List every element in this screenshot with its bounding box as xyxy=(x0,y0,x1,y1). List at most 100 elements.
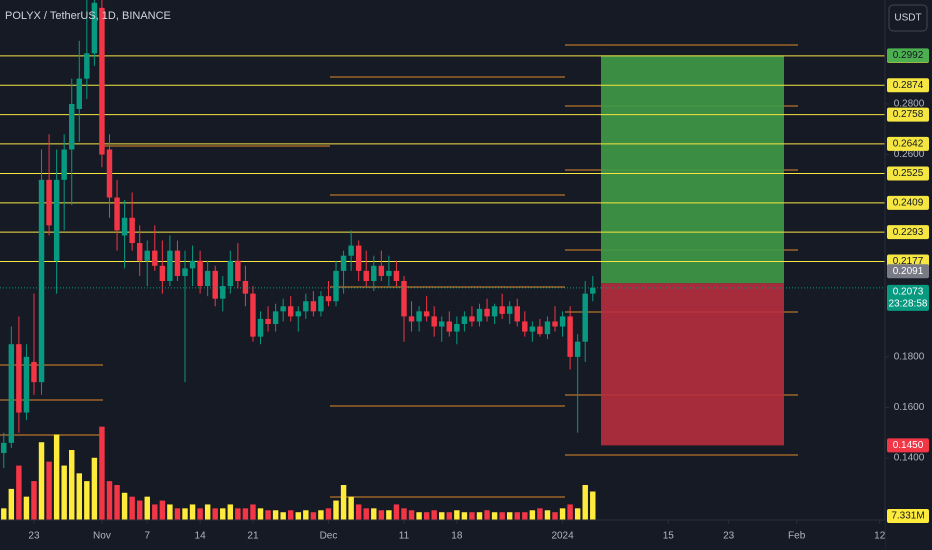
candle-body xyxy=(469,316,475,322)
x-tick-label: 14 xyxy=(195,531,207,542)
candle-body xyxy=(484,308,490,317)
stop-label: 0.1450 xyxy=(893,440,924,451)
volume-bar xyxy=(386,510,392,520)
candle-body xyxy=(16,344,22,413)
level-label: 0.2293 xyxy=(893,227,924,238)
level-box xyxy=(887,225,929,240)
volume-bar xyxy=(272,510,279,520)
candle-body xyxy=(106,149,113,198)
target-box xyxy=(887,48,929,63)
volume-bar xyxy=(348,496,354,520)
volume-bar xyxy=(499,512,505,520)
x-tick-label: 23 xyxy=(28,531,40,542)
volume-last-box xyxy=(887,509,929,523)
level-box xyxy=(887,195,929,210)
volume-bar xyxy=(401,508,407,520)
candle-body xyxy=(76,78,83,110)
volume-bar xyxy=(280,512,286,520)
volume-bar xyxy=(303,510,309,520)
volume-bar xyxy=(514,512,520,520)
candle-body xyxy=(393,270,400,281)
volume-bar xyxy=(76,473,83,520)
candle-body xyxy=(1,442,7,453)
volume-bar xyxy=(212,508,218,520)
volume-bar xyxy=(378,510,385,520)
volume-bar xyxy=(16,465,22,520)
volume-bar xyxy=(8,488,15,520)
time-axis-bg xyxy=(0,520,885,550)
volume-bar xyxy=(582,485,588,520)
loss-zone xyxy=(601,283,784,446)
candle-body xyxy=(499,306,505,314)
candle-body xyxy=(408,316,415,322)
x-tick-label: 7 xyxy=(144,531,150,542)
volume-bar xyxy=(371,508,377,520)
candle-body xyxy=(514,306,520,322)
currency-label[interactable]: USDT xyxy=(894,13,921,24)
volume-bar xyxy=(529,510,536,520)
candle-body xyxy=(31,361,37,383)
candle-body xyxy=(227,260,234,287)
candle-body xyxy=(8,344,15,443)
volume-bar xyxy=(159,500,166,520)
last-price-label: 0.2073 xyxy=(893,286,924,297)
entry-label: 0.2091 xyxy=(893,266,924,277)
candle-body xyxy=(99,7,105,155)
x-tick-label: Feb xyxy=(788,531,806,542)
candle-body xyxy=(129,217,135,244)
level-box xyxy=(887,107,929,122)
volume-bar xyxy=(295,512,301,520)
volume-bar xyxy=(91,457,98,520)
candle-body xyxy=(333,270,339,302)
candle-body xyxy=(38,179,45,383)
level-box xyxy=(887,136,929,151)
candle-body xyxy=(69,103,75,150)
candle-body xyxy=(325,296,332,302)
candle-body xyxy=(167,250,173,281)
x-tick-label: 21 xyxy=(247,531,259,542)
volume-bar xyxy=(265,510,271,520)
candle-body xyxy=(529,326,536,332)
y-tick-label: 0.2600 xyxy=(894,149,925,160)
volume-bar xyxy=(38,442,45,520)
candle-body xyxy=(136,243,143,261)
level-label: 0.2177 xyxy=(893,256,924,267)
candle-body xyxy=(506,306,513,314)
volume-bar xyxy=(522,512,528,520)
candle-body xyxy=(544,321,551,335)
candle-body xyxy=(220,286,226,299)
candle-body xyxy=(272,311,279,324)
level-box xyxy=(887,166,929,181)
candle-body xyxy=(559,316,566,327)
volume-bar xyxy=(197,508,203,520)
level-label: 0.2758 xyxy=(893,109,924,120)
volume-bar xyxy=(423,512,430,520)
volume-bar xyxy=(574,508,581,520)
x-tick-label: 2024 xyxy=(551,531,574,542)
volume-bar xyxy=(310,512,317,520)
volume-bar xyxy=(333,500,339,520)
x-tick-label: 11 xyxy=(399,531,410,542)
candle-body xyxy=(310,301,317,312)
volume-bar xyxy=(121,492,128,520)
candle-body xyxy=(46,179,52,226)
volume-bar xyxy=(189,504,196,520)
candle-body xyxy=(182,268,188,276)
y-tick-label: 0.1400 xyxy=(894,453,925,464)
last-price-box xyxy=(887,284,929,311)
volume-bar xyxy=(46,461,52,520)
candle-body xyxy=(491,306,498,317)
volume-bar xyxy=(106,481,113,520)
candle-body xyxy=(446,321,453,332)
candle-body xyxy=(242,280,249,294)
volume-bar xyxy=(469,512,475,520)
volume-bar xyxy=(544,510,551,520)
volume-bar xyxy=(242,508,249,520)
volume-bar xyxy=(484,510,490,520)
candle-body xyxy=(378,265,385,276)
candle-body xyxy=(197,260,203,287)
entry-box xyxy=(887,264,929,279)
volume-bar xyxy=(552,512,558,520)
volume-bar xyxy=(144,496,150,520)
